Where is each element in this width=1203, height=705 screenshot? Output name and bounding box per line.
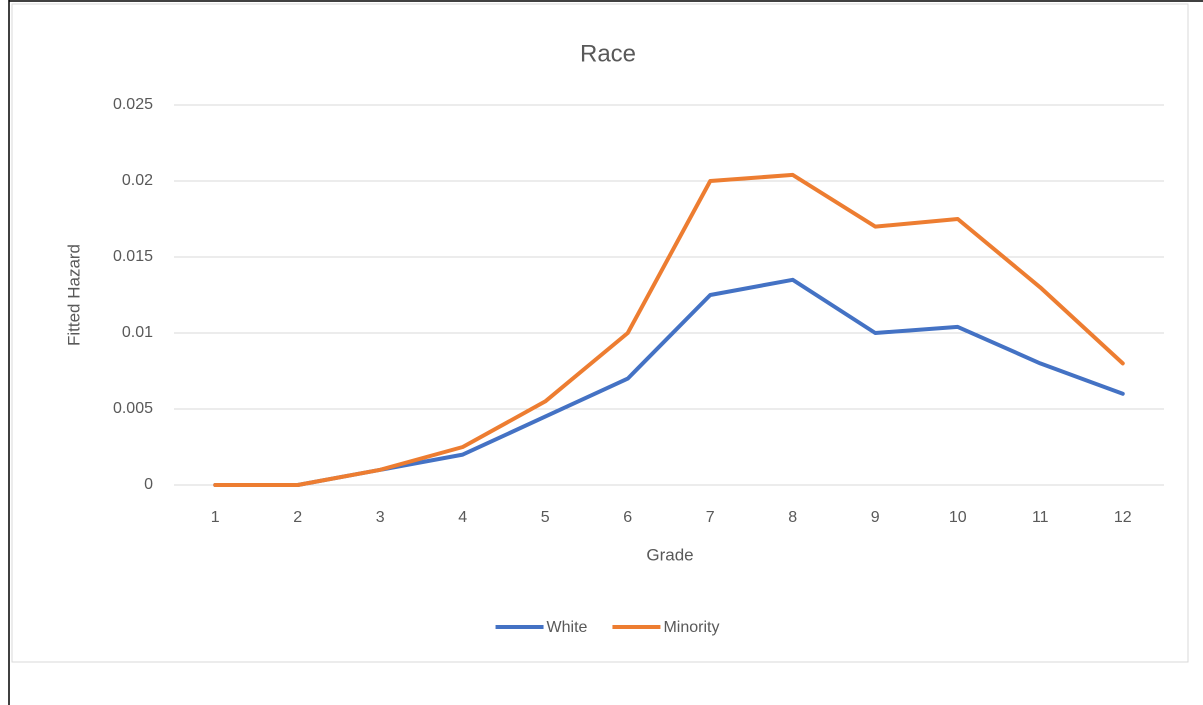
legend-label: Minority [663,619,719,636]
x-tick-label: 3 [376,509,385,526]
chart-title: Race [580,40,636,67]
y-tick-label: 0.025 [113,96,153,113]
x-tick-label: 7 [706,509,715,526]
x-tick-label: 2 [293,509,302,526]
y-tick-label: 0.005 [113,400,153,417]
x-tick-label: 12 [1114,509,1132,526]
y-axis-label: Fitted Hazard [64,244,83,346]
data-line [213,172,1125,487]
x-tick-label: 5 [541,509,550,526]
legend-label: White [547,619,588,636]
y-tick-label: 0.01 [122,324,153,341]
y-tick-label: 0.02 [122,172,153,189]
x-tick-label: 9 [871,509,880,526]
x-axis-label: Grade [646,545,693,564]
x-tick-label: 1 [211,509,220,526]
y-tick-label: 0 [144,476,153,493]
x-tick-label: 11 [1032,509,1049,526]
x-tick-label: 4 [458,509,467,526]
y-tick-label: 0.015 [113,248,153,265]
x-tick-label: 8 [788,509,797,526]
x-tick-label: 6 [623,509,632,526]
x-tick-label: 10 [949,509,967,526]
